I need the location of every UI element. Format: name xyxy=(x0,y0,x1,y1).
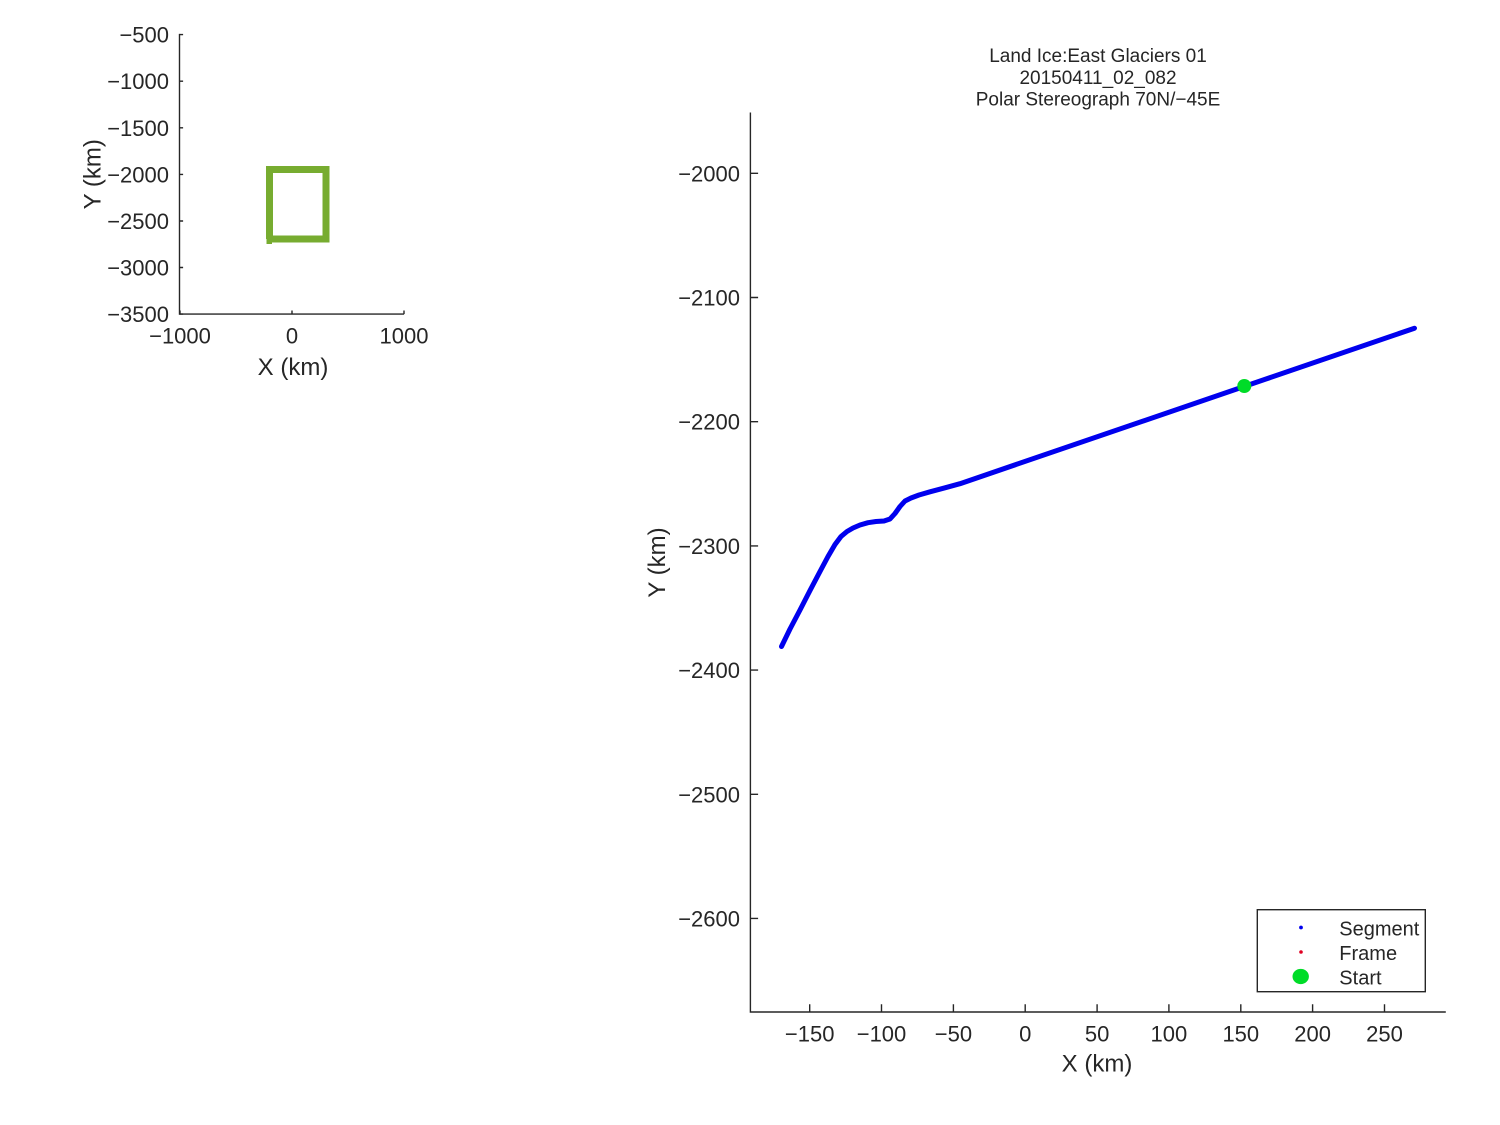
svg-text:Land Ice:East Glaciers 01: Land Ice:East Glaciers 01 xyxy=(989,46,1207,67)
svg-text:X (km): X (km) xyxy=(258,354,329,381)
svg-text:20150411_02_082: 20150411_02_082 xyxy=(1019,68,1176,89)
svg-text:−2400: −2400 xyxy=(678,658,740,683)
svg-text:Y (km): Y (km) xyxy=(79,139,106,209)
svg-text:−500: −500 xyxy=(119,23,169,48)
svg-text:−2500: −2500 xyxy=(678,782,740,807)
svg-text:−2000: −2000 xyxy=(107,162,169,187)
svg-text:−2000: −2000 xyxy=(678,161,740,186)
svg-text:−3500: −3500 xyxy=(107,302,169,327)
svg-text:1000: 1000 xyxy=(380,324,429,349)
svg-text:200: 200 xyxy=(1294,1022,1331,1047)
svg-text:0: 0 xyxy=(286,324,298,349)
svg-text:Segment: Segment xyxy=(1339,918,1419,940)
svg-text:250: 250 xyxy=(1366,1022,1403,1047)
svg-text:−50: −50 xyxy=(935,1022,972,1047)
svg-text:−3000: −3000 xyxy=(107,256,169,281)
svg-text:−2600: −2600 xyxy=(678,906,740,931)
svg-text:−1000: −1000 xyxy=(149,324,211,349)
svg-text:−1000: −1000 xyxy=(107,69,169,94)
svg-text:−150: −150 xyxy=(785,1022,835,1047)
svg-text:0: 0 xyxy=(1019,1022,1031,1047)
svg-text:Polar Stereograph 70N/−45E: Polar Stereograph 70N/−45E xyxy=(976,90,1221,111)
svg-text:−2200: −2200 xyxy=(678,410,740,435)
svg-text:−100: −100 xyxy=(857,1022,907,1047)
svg-text:Frame: Frame xyxy=(1339,943,1397,965)
svg-text:−2500: −2500 xyxy=(107,209,169,234)
svg-text:100: 100 xyxy=(1151,1022,1188,1047)
svg-text:Start: Start xyxy=(1339,967,1382,989)
svg-text:−1500: −1500 xyxy=(107,116,169,141)
svg-text:Y (km): Y (km) xyxy=(644,527,671,597)
svg-text:150: 150 xyxy=(1222,1022,1259,1047)
svg-text:X (km): X (km) xyxy=(1062,1050,1133,1077)
svg-text:−2300: −2300 xyxy=(678,534,740,559)
svg-text:−2100: −2100 xyxy=(678,286,740,311)
svg-text:50: 50 xyxy=(1085,1022,1109,1047)
